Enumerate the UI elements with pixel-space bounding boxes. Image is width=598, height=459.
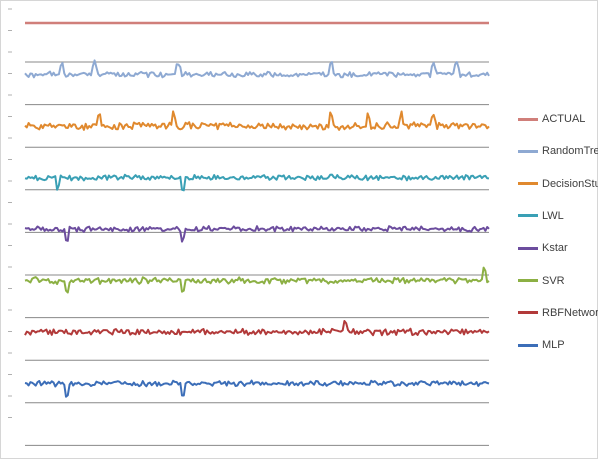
legend-swatch <box>518 246 538 250</box>
legend-swatch <box>518 117 538 121</box>
series-line-randomtree <box>24 59 490 79</box>
legend-item-actual: ACTUAL <box>518 111 585 127</box>
legend-item-decisionstump: DecisionStump <box>518 176 598 192</box>
legend-swatch <box>518 279 538 282</box>
series-line-lwl <box>24 173 490 192</box>
series-line-decisionstump <box>24 110 490 131</box>
legend-swatch <box>518 149 538 153</box>
legend-item-rbfnetwork: RBFNetwork <box>518 305 598 321</box>
series-line-kstar <box>24 225 490 243</box>
series-lines <box>24 21 490 398</box>
legend-swatch <box>518 311 538 315</box>
legend-label: ACTUAL <box>542 113 586 125</box>
axis-ticks <box>8 8 12 418</box>
legend-swatch <box>518 214 538 218</box>
legend-label: SVR <box>542 274 565 287</box>
legend-item-randomtree: RandomTree <box>518 143 598 159</box>
series-line-rbfnetwork <box>24 320 490 337</box>
legend-label: LWL <box>542 209 564 222</box>
legend-swatch <box>518 343 538 347</box>
legend-label: MLP <box>542 339 565 352</box>
legend-label: Kstar <box>542 242 568 255</box>
legend-swatch <box>518 182 538 186</box>
legend-item-kstar: Kstar <box>518 240 568 256</box>
gridlines <box>25 61 489 446</box>
series-line-svr <box>24 266 490 294</box>
legend-item-svr: SVR <box>518 273 565 289</box>
legend-item-mlp: MLP <box>518 337 565 353</box>
legend-label: RBFNetwork <box>542 306 598 319</box>
series-line-mlp <box>24 379 490 398</box>
legend-label: DecisionStump <box>542 177 598 190</box>
legend-item-lwl: LWL <box>518 208 564 224</box>
legend-label: RandomTree <box>542 145 598 158</box>
